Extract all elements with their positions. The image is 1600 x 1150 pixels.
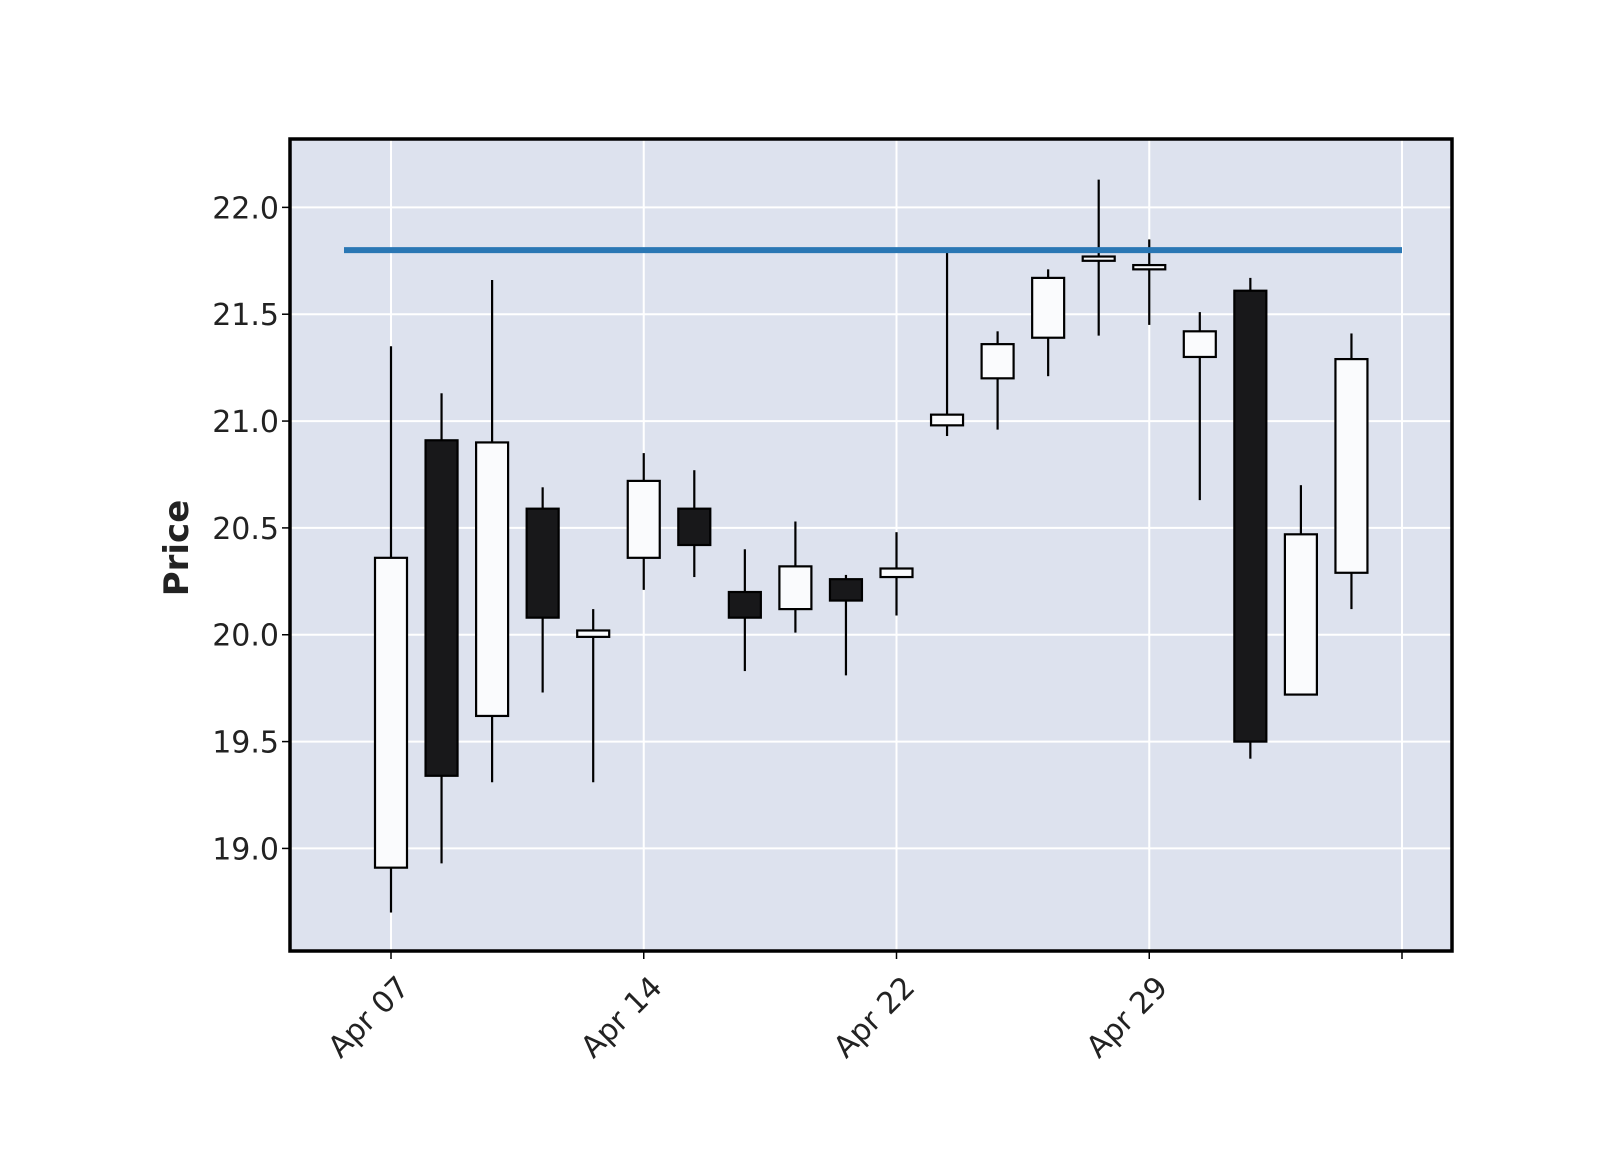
y-axis-title: Price	[157, 500, 197, 597]
candle-body-up	[1081, 255, 1116, 262]
candle-body-up	[626, 479, 661, 559]
candle	[475, 280, 510, 783]
x-tick-label: Apr 29	[1080, 970, 1175, 1065]
candle-body-down	[828, 578, 864, 602]
y-tick-label: 20.5	[212, 512, 279, 547]
candle	[626, 453, 661, 590]
candle-body-up	[1132, 263, 1167, 271]
y-axis-ticks: 19.0 19.5 20.0 20.5 21.0 21.5 22.0	[212, 191, 290, 867]
x-tick-label: Apr 22	[827, 970, 922, 1065]
candle	[525, 487, 560, 693]
candle	[677, 470, 712, 578]
candle	[929, 252, 965, 437]
y-tick-label: 19.0	[212, 832, 279, 867]
candle	[727, 549, 762, 672]
candle	[1334, 333, 1369, 610]
candle-body-up	[879, 567, 914, 579]
y-tick-label: 21.0	[212, 405, 279, 440]
candle	[1081, 179, 1116, 336]
y-tick-label: 22.0	[212, 191, 279, 226]
candle-body-up	[1182, 330, 1217, 359]
x-tick-label: Apr 07	[321, 970, 416, 1065]
candle-body-up	[1334, 357, 1369, 574]
candle-body-down	[424, 439, 459, 777]
candle-body-up	[980, 343, 1015, 380]
y-tick-label: 20.0	[212, 619, 279, 654]
candle-body-up	[1283, 533, 1319, 696]
candle-body-down	[525, 507, 560, 619]
plot-frame	[288, 137, 1454, 953]
candle	[828, 574, 864, 676]
candle	[576, 609, 611, 783]
candle-body-up	[929, 413, 965, 427]
candle-body-up	[373, 556, 409, 869]
candle	[778, 521, 813, 633]
y-tick-label: 19.5	[212, 726, 279, 761]
x-tick-label: Apr 14	[574, 970, 669, 1065]
candle-body-down	[677, 507, 712, 547]
plot-area	[289, 139, 1452, 951]
candle	[1031, 269, 1066, 377]
candle-body-down	[727, 590, 762, 619]
candle	[980, 331, 1015, 430]
candle	[1283, 485, 1319, 696]
candle-body-up	[576, 629, 611, 638]
candle	[1233, 277, 1268, 759]
candle	[879, 532, 914, 616]
x-axis-ticks: Apr 07 Apr 14 Apr 22 Apr 29	[321, 951, 1403, 1065]
y-tick-label: 21.5	[212, 298, 279, 333]
candles	[373, 179, 1369, 913]
candle	[424, 393, 459, 864]
candle-body-up	[778, 565, 813, 611]
candle-body-up	[1031, 276, 1066, 339]
candle	[373, 346, 409, 913]
candle-body-up	[475, 441, 510, 718]
candle-body-down	[1233, 289, 1268, 743]
candle	[1182, 312, 1217, 501]
